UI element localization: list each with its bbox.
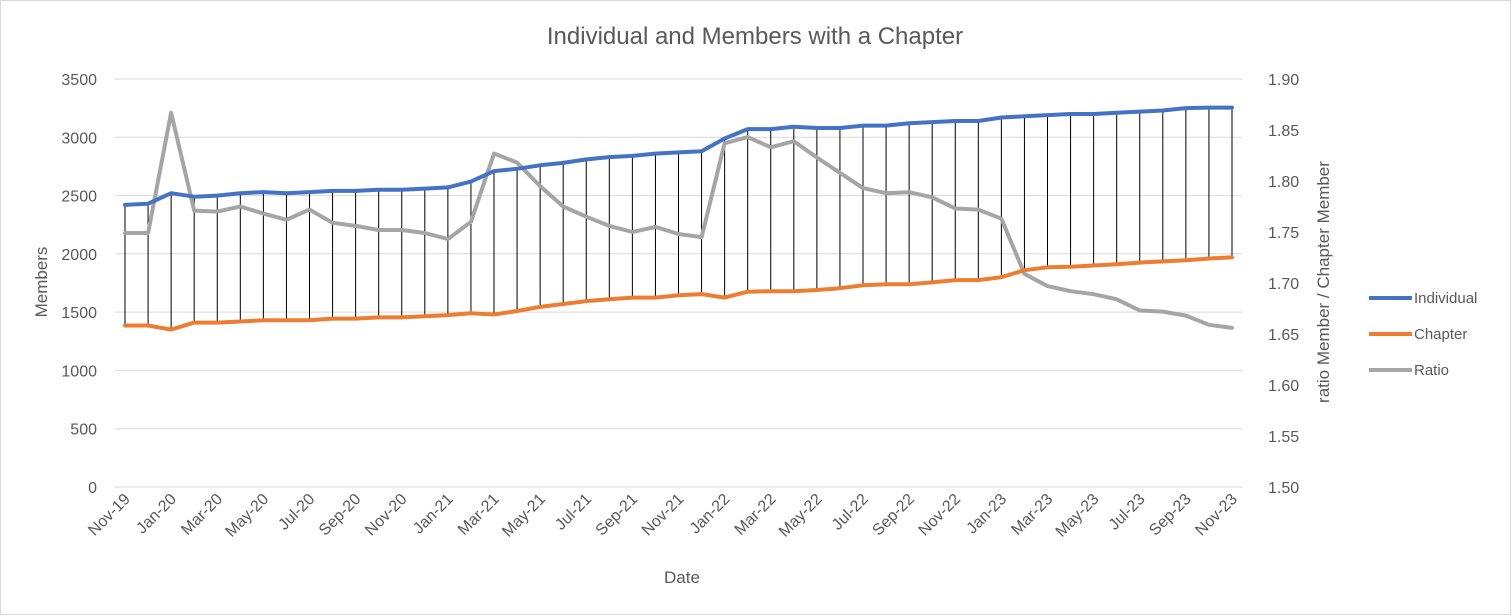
x-tick-label: Jan-20 [133,491,180,538]
x-tick-label: Mar-21 [455,491,503,539]
series-line-chapter [123,255,1234,332]
high-low-lines [124,107,1233,330]
y2-tick-label: 1.50 [1268,480,1299,497]
y-axis-title: Members [32,247,51,318]
x-tick-label: Sep-22 [869,491,918,540]
legend-label-ratio: Ratio [1414,362,1449,379]
x-tick-label: Sep-21 [593,491,642,540]
legend-label-individual: Individual [1414,290,1477,307]
y2-tick-label: 1.55 [1268,429,1299,446]
y2-tick-label: 1.75 [1268,225,1299,242]
x-tick-label: Mar-20 [178,491,226,539]
x-tick-label: May-20 [222,491,272,541]
y-tick-label: 3000 [61,130,97,147]
series-line-ratio [123,110,1234,330]
x-tick-label: Jan-23 [964,491,1011,538]
x-tick-label: Mar-22 [732,491,780,539]
y-tick-label: 1500 [61,305,97,322]
x-axis-title: Date [664,568,700,587]
y2-tick-label: 1.90 [1268,72,1299,89]
x-tick-label: May-23 [1053,491,1103,541]
x-tick-label: Nov-22 [916,491,965,540]
x-tick-label: Nov-21 [639,491,688,540]
x-tick-label: Jan-21 [410,491,457,538]
y-tick-label: 2000 [61,247,97,264]
y-axis-ticks: 0 500 1000 1500 2000 2500 3000 3500 [61,72,97,497]
y-tick-label: 1000 [61,363,97,380]
legend-label-chapter: Chapter [1414,326,1467,343]
x-tick-label: Jul-22 [829,491,872,534]
y2-axis-title: ratio Member / Chapter Member [1314,161,1333,403]
y2-tick-label: 1.65 [1268,327,1299,344]
y2-axis-ticks: 1.50 1.55 1.60 1.65 1.70 1.75 1.80 1.85 1.90 [1268,72,1299,497]
x-tick-label: Jan-22 [687,491,734,538]
y2-tick-label: 1.70 [1268,276,1299,293]
x-tick-label: Nov-20 [362,491,411,540]
x-tick-label: Nov-19 [85,491,134,540]
y-tick-label: 0 [88,480,97,497]
x-tick-label: Jul-21 [552,491,595,534]
y-tick-label: 2500 [61,189,97,206]
y2-tick-label: 1.60 [1268,378,1299,395]
x-tick-label: Jul-23 [1106,491,1149,534]
x-tick-label: Sep-23 [1146,491,1195,540]
y-tick-label: 3500 [61,72,97,89]
y2-tick-label: 1.85 [1268,123,1299,140]
series-line-individual [123,105,1234,207]
x-tick-label: Mar-23 [1008,491,1056,539]
y2-tick-label: 1.80 [1268,174,1299,191]
x-tick-label: Jul-20 [275,491,318,534]
y-tick-label: 500 [70,422,97,439]
legend: Individual Chapter Ratio [1369,290,1477,379]
chart-title: Individual and Members with a Chapter [547,23,963,50]
x-tick-label: May-21 [499,491,549,541]
x-tick-label: Sep-20 [316,491,365,540]
x-tick-label: May-22 [776,491,826,541]
series-lines [123,105,1234,332]
x-tick-label: Nov-23 [1192,491,1241,540]
